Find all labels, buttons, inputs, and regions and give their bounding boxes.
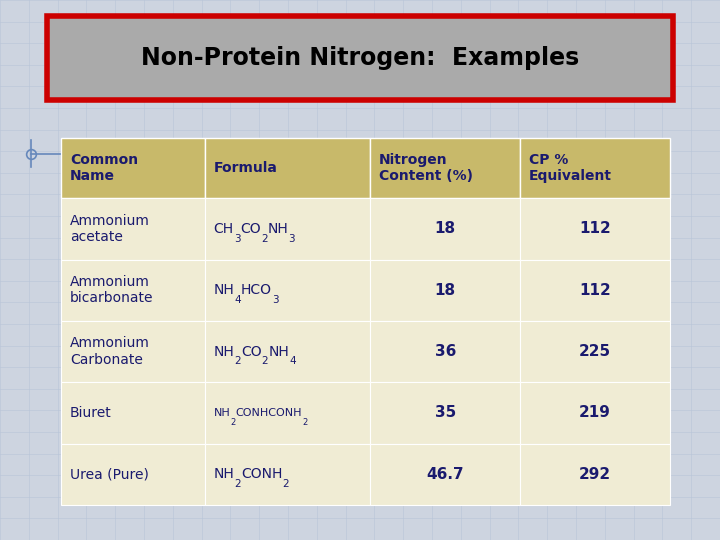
Text: NH: NH — [214, 467, 235, 481]
Text: 2: 2 — [230, 418, 235, 427]
FancyBboxPatch shape — [61, 260, 205, 321]
Text: CO: CO — [240, 222, 261, 236]
FancyBboxPatch shape — [370, 443, 521, 505]
Text: CH: CH — [214, 222, 234, 236]
Text: 4: 4 — [235, 295, 241, 305]
FancyBboxPatch shape — [205, 382, 370, 443]
Text: 2: 2 — [261, 234, 268, 244]
FancyBboxPatch shape — [370, 260, 521, 321]
Text: 2: 2 — [282, 479, 289, 489]
FancyBboxPatch shape — [521, 138, 670, 198]
FancyBboxPatch shape — [61, 198, 205, 260]
Text: 3: 3 — [289, 234, 295, 244]
FancyBboxPatch shape — [370, 321, 521, 382]
Text: Biuret: Biuret — [70, 406, 112, 420]
Text: Ammonium
bicarbonate: Ammonium bicarbonate — [70, 275, 153, 306]
FancyBboxPatch shape — [521, 382, 670, 443]
FancyBboxPatch shape — [521, 321, 670, 382]
Text: 112: 112 — [580, 283, 611, 298]
Text: 18: 18 — [435, 221, 456, 237]
FancyBboxPatch shape — [205, 321, 370, 382]
Text: HCO: HCO — [241, 284, 272, 298]
FancyBboxPatch shape — [521, 198, 670, 260]
Text: Ammonium
Carbonate: Ammonium Carbonate — [70, 336, 150, 367]
FancyBboxPatch shape — [205, 443, 370, 505]
Text: NH: NH — [214, 345, 235, 359]
Text: 3: 3 — [234, 234, 240, 244]
Text: 2: 2 — [261, 356, 269, 366]
Text: Nitrogen
Content (%): Nitrogen Content (%) — [379, 153, 473, 183]
Text: 18: 18 — [435, 283, 456, 298]
FancyBboxPatch shape — [521, 443, 670, 505]
Text: CONH: CONH — [241, 467, 282, 481]
Text: 292: 292 — [579, 467, 611, 482]
Text: 36: 36 — [435, 344, 456, 359]
FancyBboxPatch shape — [61, 138, 205, 198]
Text: 219: 219 — [579, 406, 611, 421]
Text: NH: NH — [268, 222, 289, 236]
Text: 2: 2 — [302, 418, 307, 427]
Text: Non-Protein Nitrogen:  Examples: Non-Protein Nitrogen: Examples — [141, 46, 579, 70]
Text: CP %
Equivalent: CP % Equivalent — [529, 153, 612, 183]
Text: 112: 112 — [580, 221, 611, 237]
Text: NH: NH — [269, 345, 289, 359]
FancyBboxPatch shape — [521, 260, 670, 321]
Text: Formula: Formula — [214, 161, 277, 175]
FancyBboxPatch shape — [370, 198, 521, 260]
FancyBboxPatch shape — [370, 138, 521, 198]
Text: 2: 2 — [235, 479, 241, 489]
Text: 4: 4 — [289, 356, 296, 366]
FancyBboxPatch shape — [47, 16, 673, 100]
FancyBboxPatch shape — [61, 321, 205, 382]
Text: Common
Name: Common Name — [70, 153, 138, 183]
FancyBboxPatch shape — [205, 260, 370, 321]
Text: 3: 3 — [272, 295, 279, 305]
Text: NH: NH — [214, 408, 230, 418]
FancyBboxPatch shape — [205, 198, 370, 260]
Text: 46.7: 46.7 — [426, 467, 464, 482]
Text: 2: 2 — [235, 356, 241, 366]
Text: Ammonium
acetate: Ammonium acetate — [70, 214, 150, 244]
Text: CO: CO — [241, 345, 261, 359]
FancyBboxPatch shape — [370, 382, 521, 443]
Text: CONHCONH: CONHCONH — [235, 408, 302, 418]
Text: NH: NH — [214, 284, 235, 298]
Text: 225: 225 — [579, 344, 611, 359]
FancyBboxPatch shape — [205, 138, 370, 198]
Text: 35: 35 — [435, 406, 456, 421]
FancyBboxPatch shape — [61, 382, 205, 443]
Text: Urea (Pure): Urea (Pure) — [70, 467, 149, 481]
FancyBboxPatch shape — [61, 443, 205, 505]
